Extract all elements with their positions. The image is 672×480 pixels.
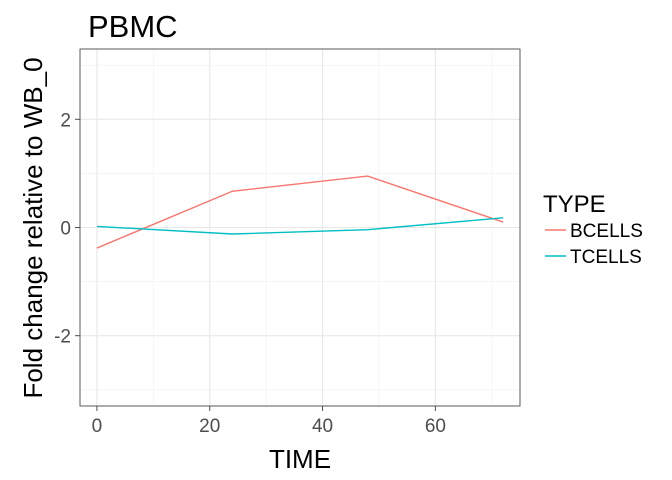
chart-title: PBMC <box>88 9 178 44</box>
x-tick-label: 40 <box>312 416 333 437</box>
y-tick-label: -2 <box>54 327 71 348</box>
series-line-tcells <box>96 217 504 235</box>
legend-title: TYPE <box>543 191 606 218</box>
plot-panel <box>79 48 521 407</box>
series-line-bcells <box>96 175 504 249</box>
y-axis-title: Fold change relative to WB_0 <box>18 57 48 398</box>
major-grid <box>80 49 520 406</box>
series-layer <box>96 175 504 249</box>
y-tick-label: 2 <box>60 110 71 131</box>
legend-items: BCELLS TCELLS <box>545 221 643 268</box>
legend: TYPE BCELLS TCELLS <box>543 191 643 268</box>
x-axis: 0 20 40 60 <box>92 406 446 437</box>
x-tick-label: 0 <box>92 416 103 437</box>
y-tick-label: 0 <box>60 219 71 240</box>
legend-label-bcells: BCELLS <box>570 221 643 242</box>
y-axis: -2 0 2 <box>54 110 80 348</box>
x-tick-label: 20 <box>199 416 220 437</box>
legend-label-tcells: TCELLS <box>570 247 642 268</box>
minor-grid <box>80 49 520 406</box>
x-axis-title: TIME <box>269 444 331 474</box>
x-tick-label: 60 <box>425 416 446 437</box>
